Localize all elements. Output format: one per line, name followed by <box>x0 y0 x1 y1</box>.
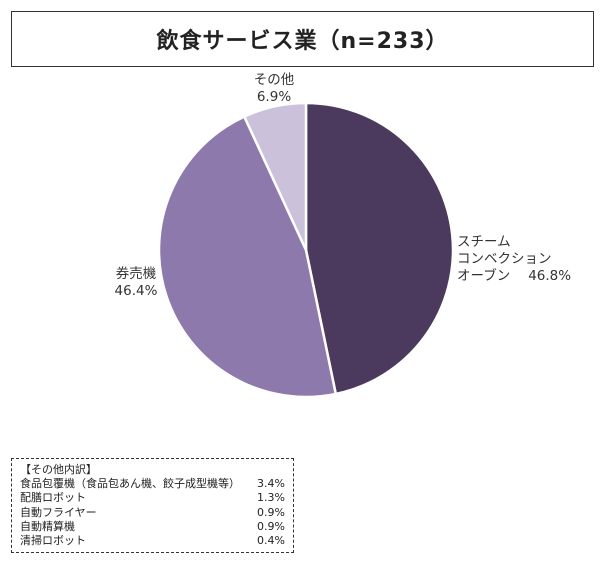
slice-label-line: スチーム <box>457 234 511 250</box>
breakdown-item-value: 1.3% <box>257 491 285 505</box>
pie-slice-ticket-machine <box>157 115 338 399</box>
slice-label-other: その他 6.9% <box>242 72 306 106</box>
slice-value-label: 46.4% <box>114 283 158 299</box>
breakdown-item-value: 0.4% <box>257 534 285 548</box>
breakdown-item-value: 0.9% <box>257 505 285 519</box>
slice-label-line: オーブン <box>457 268 511 284</box>
breakdown-item-label: 配膳ロボット <box>20 491 86 505</box>
slice-label-line: 券売機 <box>115 266 157 282</box>
breakdown-row: 自動精算機 0.9% <box>20 520 285 534</box>
pie-slice-steam-convection-oven <box>304 101 455 396</box>
breakdown-row: 食品包覆機（食品包あん機、餃子成型機等） 3.4% <box>20 477 285 491</box>
pie-slice-other <box>243 101 308 252</box>
breakdown-list: 食品包覆機（食品包あん機、餃子成型機等） 3.4% 配膳ロボット 1.3% 自動フライヤ… <box>20 477 285 548</box>
slice-label-line: その他 <box>253 72 295 88</box>
breakdown-item-value: 3.4% <box>257 477 285 491</box>
breakdown-item-label: 食品包覆機（食品包あん機、餃子成型機等） <box>20 477 240 491</box>
slice-label-line: オーブン 46.8% <box>457 268 571 285</box>
breakdown-row: 配膳ロボット 1.3% <box>20 491 285 505</box>
breakdown-title: 【その他内訳】 <box>20 463 97 476</box>
slice-label-ticket-machine: 券売機 46.4% <box>108 266 164 300</box>
slice-label-line: コンベクション <box>457 251 552 267</box>
breakdown-row: 自動フライヤー 0.9% <box>20 506 285 520</box>
breakdown-item-label: 自動精算機 <box>20 519 75 533</box>
breakdown-row: 清掃ロボット 0.4% <box>20 534 285 548</box>
chart-title: 飲食サービス業（n=233） <box>11 11 594 67</box>
slice-label-steam-convection-oven: スチーム コンベクション オーブン 46.8% <box>457 234 571 285</box>
breakdown-item-label: 自動フライヤー <box>20 505 97 519</box>
slice-value-label: 6.9% <box>256 89 292 105</box>
slice-value-label: 46.8% <box>528 268 572 284</box>
breakdown-item-value: 0.9% <box>257 519 285 533</box>
other-breakdown-box: 【その他内訳】 食品包覆機（食品包あん機、餃子成型機等） 3.4% 配膳ロボット 1.… <box>11 458 294 553</box>
breakdown-item-label: 清掃ロボット <box>20 534 86 548</box>
